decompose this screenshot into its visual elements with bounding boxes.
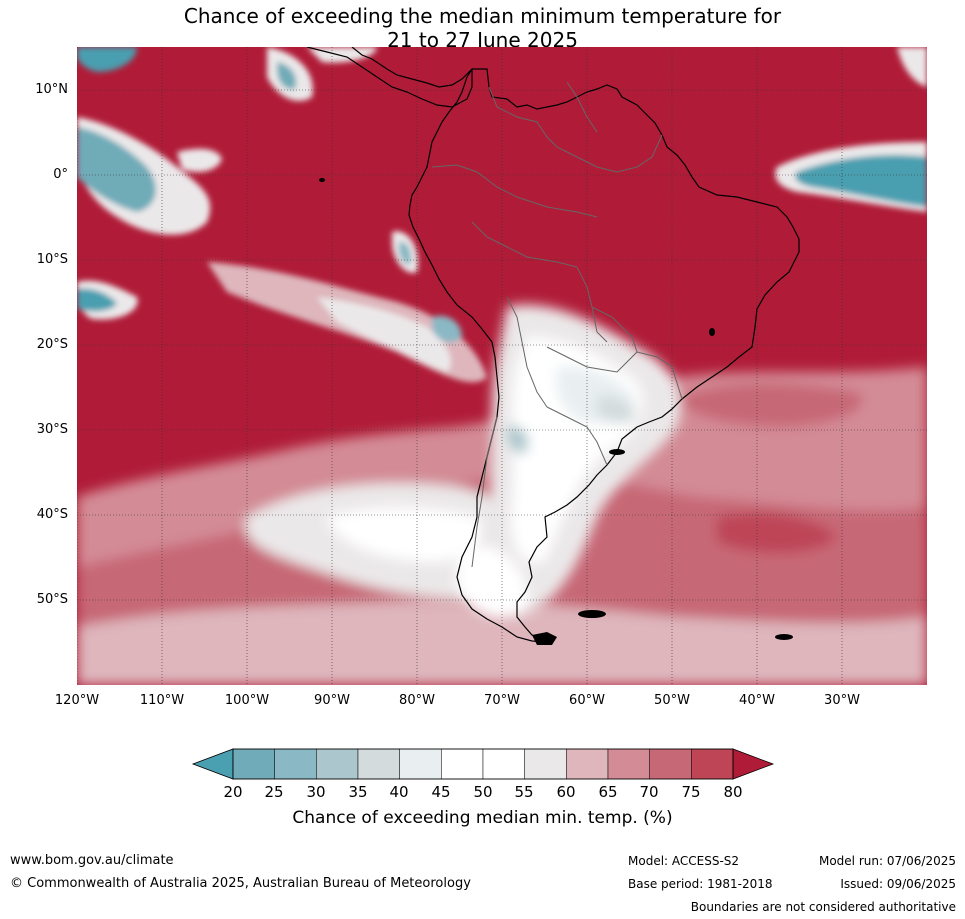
boundaries-disclaimer: Boundaries are not considered authoritat… xyxy=(690,900,956,914)
continental-neutral-region xyxy=(457,304,681,618)
colorbar-cell xyxy=(691,748,734,780)
lat-label-50s: 50°S xyxy=(36,592,68,607)
lon-label-70w: 70°W xyxy=(484,693,520,708)
islands xyxy=(319,178,793,645)
colorbar-tick-65: 65 xyxy=(598,783,618,801)
colorbar-tick-25: 25 xyxy=(264,783,284,801)
issued-date: Issued: 09/06/2025 xyxy=(840,877,956,891)
colorbar-cells xyxy=(232,748,734,780)
lat-label-30s: 30°S xyxy=(36,422,68,437)
website-link[interactable]: www.bom.gov.au/climate xyxy=(10,853,174,868)
colorbar-tick-60: 60 xyxy=(556,783,576,801)
colorbar-tick-20: 20 xyxy=(223,783,243,801)
lat-label-10n: 10°N xyxy=(35,82,68,97)
colorbar-cell xyxy=(524,748,567,780)
colorbar-high-arrow xyxy=(732,748,775,780)
colorbar-tick-30: 30 xyxy=(306,783,326,801)
copyright-text: © Commonwealth of Australia 2025, Austra… xyxy=(10,876,471,891)
title-line-1: Chance of exceeding the median minimum t… xyxy=(183,4,782,28)
lon-label-90w: 90°W xyxy=(314,693,350,708)
lon-label-80w: 80°W xyxy=(399,693,435,708)
colorbar-tick-50: 50 xyxy=(473,783,493,801)
lon-label-60w: 60°W xyxy=(569,693,605,708)
atlantic-anomaly-patches xyxy=(775,47,927,212)
colorbar-cell xyxy=(316,748,359,780)
map-title: Chance of exceeding the median minimum t… xyxy=(0,4,965,52)
coastline-central-america xyxy=(306,47,473,108)
colorbar-cell xyxy=(441,748,484,780)
coastline-caribbean xyxy=(351,47,473,88)
colorbar-tick-40: 40 xyxy=(389,783,409,801)
colorbar-tick-80: 80 xyxy=(723,783,743,801)
colorbar-tick-55: 55 xyxy=(514,783,534,801)
colorbar-cell xyxy=(274,748,317,780)
lon-label-120w: 120°W xyxy=(54,693,100,708)
colorbar-cell xyxy=(566,748,609,780)
colorbar-cell xyxy=(399,748,442,780)
colorbar-tick-35: 35 xyxy=(348,783,368,801)
colorbar-cell xyxy=(357,748,400,780)
lat-label-40s: 40°S xyxy=(36,507,68,522)
colorbar-frame xyxy=(232,748,734,780)
lon-label-110w: 110°W xyxy=(139,693,185,708)
lon-label-30w: 30°W xyxy=(824,693,860,708)
colorbar-tick-70: 70 xyxy=(639,783,659,801)
model-run-date: Model run: 07/06/2025 xyxy=(818,854,956,868)
colorbar-cell xyxy=(482,748,525,780)
graticule xyxy=(77,47,927,685)
coastline-south-america xyxy=(408,68,800,643)
lon-label-100w: 100°W xyxy=(224,693,270,708)
colorbar-cell xyxy=(649,748,692,780)
colorbar-cell xyxy=(232,748,275,780)
lat-label-20s: 20°S xyxy=(36,337,68,352)
probability-map xyxy=(77,47,927,685)
lon-label-50w: 50°W xyxy=(654,693,690,708)
lat-label-0: 0° xyxy=(53,167,68,182)
colorbar-tick-75: 75 xyxy=(681,783,701,801)
colorbar xyxy=(191,748,775,780)
model-name: Model: ACCESS-S2 xyxy=(628,854,740,868)
pacific-anomaly-patches xyxy=(77,47,487,383)
country-borders xyxy=(431,81,683,568)
colorbar-low-arrow xyxy=(191,748,234,780)
colorbar-title: Chance of exceeding median min. temp. (%… xyxy=(292,808,673,828)
lon-label-40w: 40°W xyxy=(739,693,775,708)
colorbar-cell xyxy=(607,748,650,780)
base-period: Base period: 1981-2018 xyxy=(628,877,773,891)
colorbar-tick-45: 45 xyxy=(431,783,451,801)
lat-label-10s: 10°S xyxy=(36,252,68,267)
